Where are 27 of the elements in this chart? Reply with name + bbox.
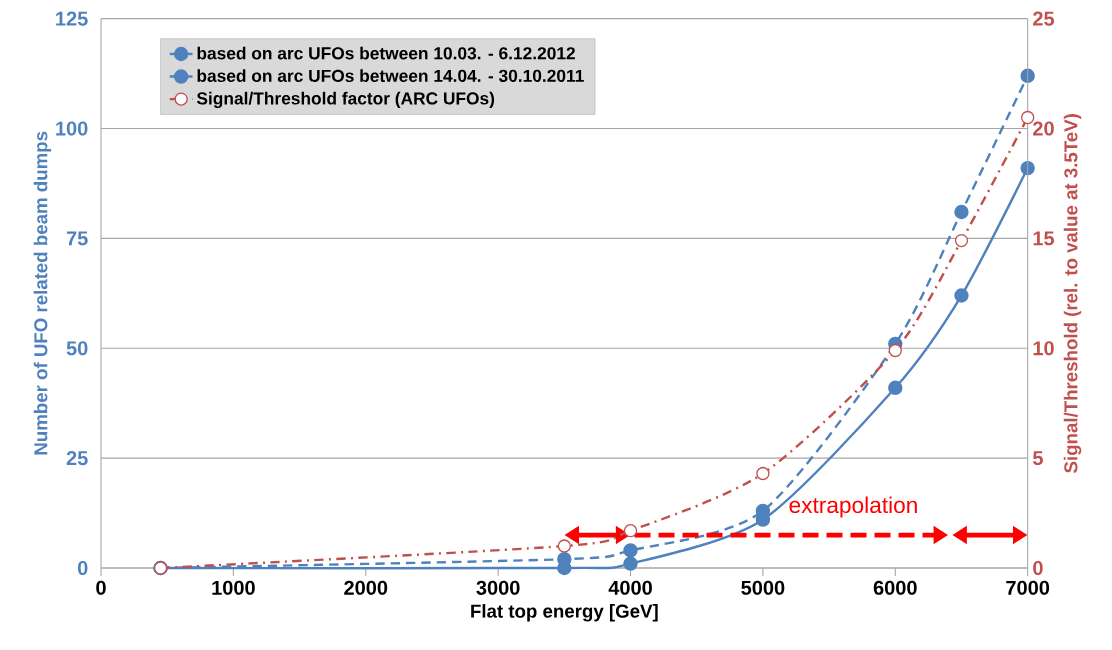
x-tick-label: 5000 xyxy=(741,580,785,595)
y-tick-label: 25 xyxy=(66,451,88,466)
x-tick-label: 7000 xyxy=(1006,580,1050,595)
x-tick-label: 2000 xyxy=(344,580,388,595)
y-tick-label: 50 xyxy=(66,341,88,356)
x-tick-label: 6000 xyxy=(873,580,917,595)
y-tick-label: 125 xyxy=(56,11,88,26)
y2-tick-label: 5 xyxy=(1032,451,1043,466)
annotation: extrapolation xyxy=(789,496,917,518)
y2-tick-label: 25 xyxy=(1033,11,1055,26)
y2-tick-label: 0 xyxy=(1033,560,1043,576)
x-axis-title: Flat top energy [GeV] xyxy=(471,604,658,622)
x-tick-label: 3000 xyxy=(476,580,520,595)
y2-tick-label: 20 xyxy=(1033,121,1054,136)
legend-label: based on arc UFOs between 14.04. - 30.10.2011 xyxy=(197,69,584,83)
x-tick-label: 4000 xyxy=(608,580,652,595)
y-axis-title: Number of UFO related beam dumps xyxy=(33,131,52,455)
y2-axis-title: Signal/Threshold (rel. to value at 3.5TeV) xyxy=(1063,114,1082,473)
y2-tick-label: 10 xyxy=(1033,341,1054,356)
y-tick-label: 100 xyxy=(56,121,88,136)
legend-label: based on arc UFOs between 10.03. - 6.12.2012 xyxy=(197,46,575,60)
legend-label: Signal/Threshold factor (ARC UFOs) xyxy=(196,91,495,109)
y-tick-label: 0 xyxy=(77,560,88,576)
y-tick-label: 75 xyxy=(66,231,88,246)
y2-tick-label: 15 xyxy=(1033,231,1055,246)
x-tick-label: 0 xyxy=(96,580,106,595)
x-tick-label: 1000 xyxy=(212,580,255,595)
